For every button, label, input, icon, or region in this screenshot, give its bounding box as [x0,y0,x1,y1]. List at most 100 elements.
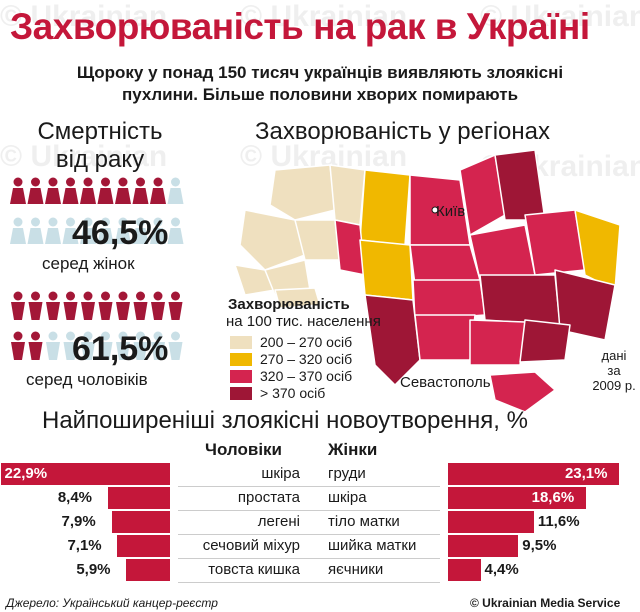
man-icon [151,291,165,320]
legend-swatch-3 [230,370,252,383]
woman-icon [167,217,184,244]
legend-item: 270 – 320 осіб [260,351,353,367]
women-bar [448,487,586,509]
women-value-label: 23,1% [564,465,608,482]
kyiv-marker [431,206,439,214]
men-bar [107,487,170,509]
women-site-label: груди [328,465,366,482]
women-value-label: 4,4% [484,561,519,578]
men-value-label: 5,9% [76,561,111,578]
cancer-types-title: Найпоширеніші злоякісні новоутворення, % [42,407,528,434]
woman-icon [132,217,149,244]
region-zaporizhzhia [519,319,571,363]
region-lviv [239,209,306,271]
man-icon [28,291,43,320]
ukraine-map [235,150,621,413]
region-dnipro [479,274,561,326]
women-bar [448,511,534,533]
woman-icon [97,177,114,204]
men-site-label: сечовий міхур [202,537,300,554]
regions-title: Захворюваність у регіонах [255,118,550,145]
woman-icon [150,217,166,244]
subtitle-line: пухлини. Більше половини хворих помирают… [121,85,519,104]
women-mortality-pct: 46,5% [72,214,169,252]
region-kherson [469,319,526,366]
mortality-title: Смертність від раку [10,118,190,174]
man-icon [116,291,130,320]
copyright: © Ukrainian Media Service [470,596,621,610]
row-divider [178,582,440,583]
woman-icon [45,177,61,204]
women-bar [448,463,619,485]
man-icon [63,331,78,360]
woman-icon [27,217,44,244]
region-luhansk [574,209,621,291]
region-kirovohrad [412,279,486,321]
region-chernivtsi [274,287,321,309]
women-site-label: тіло матки [328,513,400,530]
region-mykolaiv [414,314,476,361]
subtitle-line: Щороку у понад 150 тисяч українців виявл… [76,63,564,82]
watermark: © Ukrainian [240,0,408,33]
row-divider [178,486,440,487]
man-icon [28,331,43,360]
men-site-label: простата [237,489,300,506]
men-site-label: товста кишка [208,561,300,578]
man-icon [11,331,25,360]
note-line: 2009 р. [592,378,636,393]
women-figures [10,177,184,244]
man-icon [81,331,95,360]
mortality-title-line: Смертність [37,118,163,145]
woman-icon [45,217,61,244]
woman-icon [27,177,44,204]
men-value-label: 7,9% [61,513,96,530]
women-site-label: шийка матки [328,537,417,554]
sevastopol-label: Севастополь [400,374,491,391]
legend-item: 200 – 270 осіб [260,334,353,350]
women-value-label: 18,6% [531,489,575,506]
men-mortality-pct: 61,5% [72,330,169,368]
men-bar [111,511,170,533]
region-rivne [329,164,366,226]
man-icon [46,291,60,320]
note-line: за [607,363,621,378]
man-icon [168,291,183,320]
legend-swatch-4 [230,387,252,400]
woman-icon [115,177,131,204]
women-site-label: шкіра [328,489,367,506]
page-subtitle: Щороку у понад 150 тисяч українців виявл… [40,62,600,106]
woman-icon [167,177,184,204]
women-value-label: 11,6% [537,513,580,530]
men-value-label: 7,1% [67,537,102,554]
mortality-title-line: від раку [55,146,145,173]
data-year-note: дані за 2009 р. [590,348,638,393]
man-icon [81,291,95,320]
region-volyn [269,164,336,221]
region-vinnytsia [359,239,414,301]
woman-icon [10,217,26,244]
man-icon [46,331,60,360]
women-mortality-label: серед жінок [42,254,135,273]
woman-icon [97,217,114,244]
women-site-label: яєчники [328,561,384,578]
man-icon [168,331,183,360]
men-mortality-label: серед чоловіків [26,370,148,389]
woman-icon [115,217,131,244]
woman-icon [150,177,166,204]
watermark: © Ukrainian [480,0,640,33]
legend-item: > 370 осіб [260,385,326,401]
man-icon [133,331,148,360]
region-zhytomyr [359,169,411,246]
row-divider [178,534,440,535]
watermark: © Ukrainian [0,140,168,173]
men-bar [117,535,170,557]
row-divider [178,510,440,511]
women-bar [448,535,519,557]
men-bar [126,559,170,581]
source-note: Джерело: Український канцер-реєстр [6,596,218,610]
region-donetsk [554,269,616,341]
woman-icon [62,177,79,204]
page-title: Захворюваність на рак в Україні [10,6,590,47]
men-site-label: шкіра [261,465,300,482]
legend-title: Захворюваність [228,296,350,313]
